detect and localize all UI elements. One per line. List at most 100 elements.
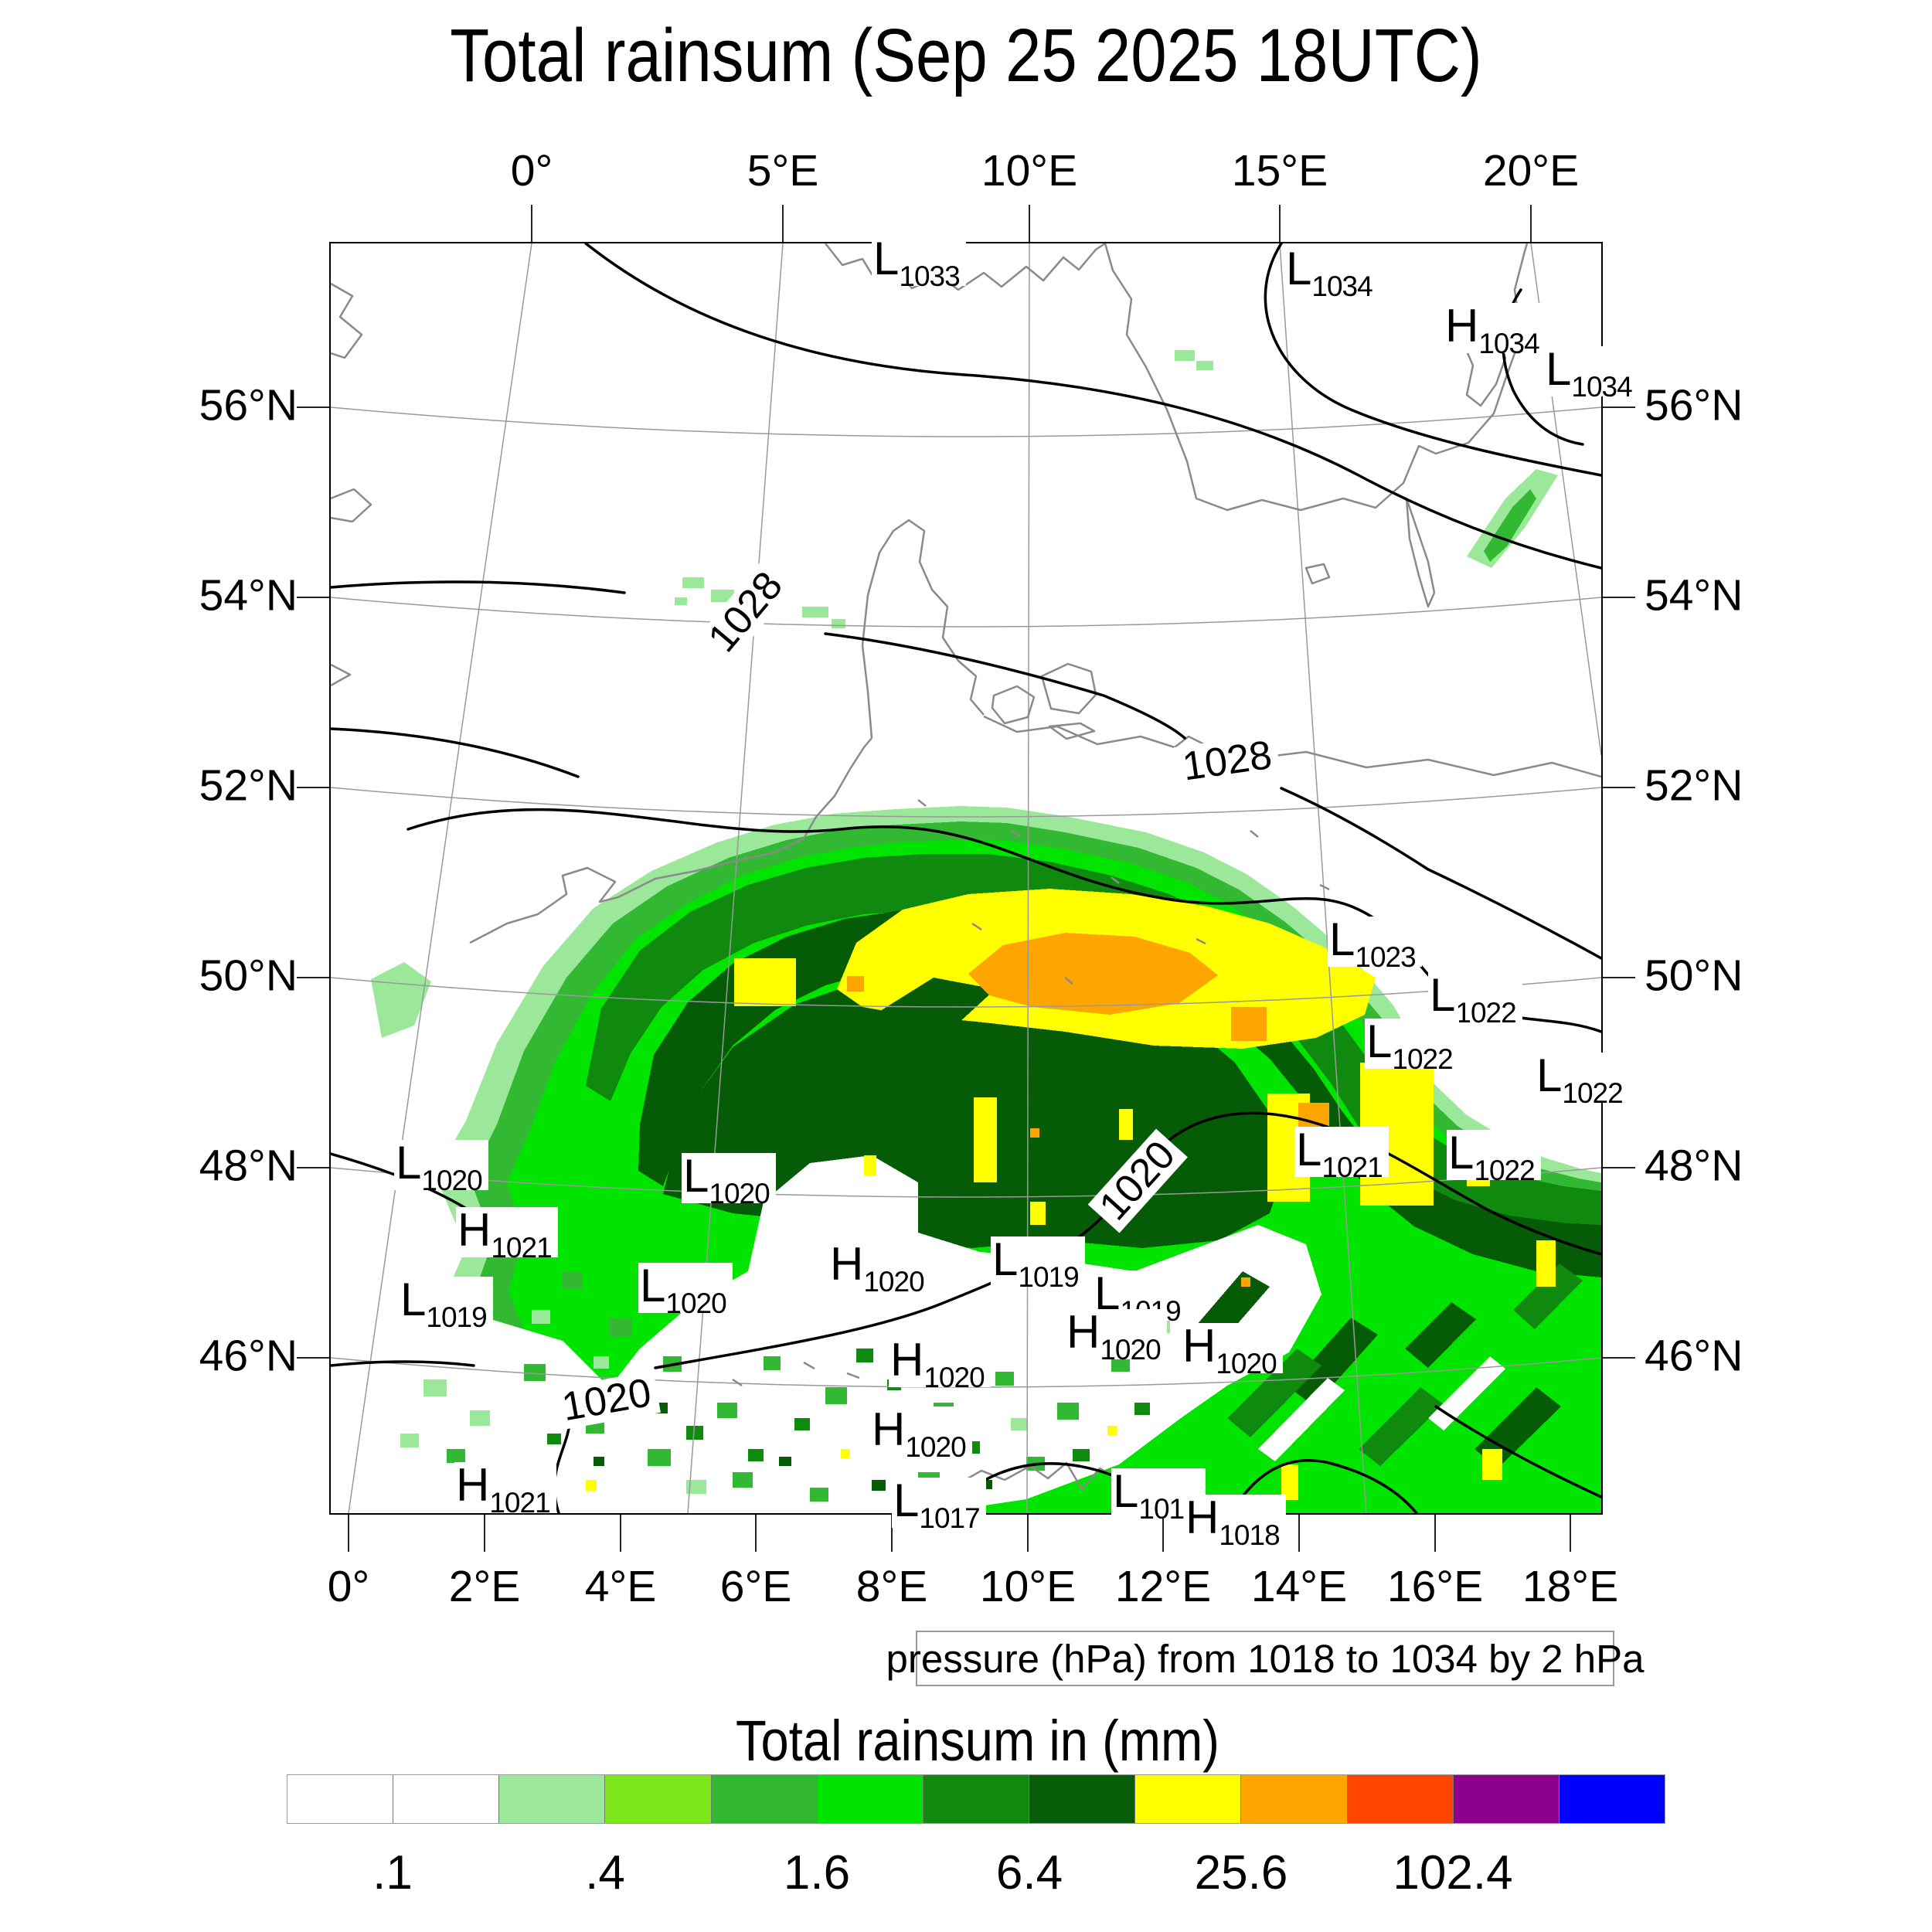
pressure-letter: L: [992, 1233, 1019, 1285]
pressure-value: 1020: [709, 1178, 770, 1209]
tick-mark: [297, 787, 329, 788]
pressure-letter: H: [1066, 1306, 1100, 1358]
colorbar-cell: [923, 1775, 1030, 1823]
lon-tick-label: 14°E: [1250, 1562, 1348, 1611]
pressure-value: 1019: [1018, 1261, 1079, 1293]
legend-title: Total rainsum in (mm): [735, 1709, 1219, 1773]
pressure-letter: L: [1430, 969, 1456, 1021]
pressure-letter: L: [1448, 1127, 1475, 1179]
pressure-value: 1018: [1219, 1519, 1280, 1551]
colorbar-tick-label: 25.6: [1194, 1846, 1288, 1900]
colorbar-cell: [711, 1775, 818, 1823]
page-title: Total rainsum (Sep 25 2025 18UTC): [450, 13, 1482, 97]
lon-tick-label: 8°E: [855, 1562, 928, 1611]
pressure-value: 1021: [491, 1232, 552, 1264]
pressure-center-label: H1020: [1181, 1323, 1283, 1378]
tick-mark: [1603, 787, 1635, 788]
tick-mark: [1570, 1515, 1571, 1552]
tick-mark: [755, 1515, 757, 1552]
lon-tick-label: 10°E: [981, 146, 1078, 196]
pressure-letter: L: [396, 1137, 422, 1189]
lat-tick-label: 48°N: [199, 1141, 298, 1191]
colorbar-cell: [1559, 1775, 1665, 1823]
pressure-center-label: L1017: [892, 1478, 986, 1532]
pressure-center-label: L1020: [682, 1150, 776, 1208]
pressure-center-label: L1033: [872, 233, 966, 291]
pressure-value: 1034: [1311, 270, 1372, 302]
tick-mark: [484, 1515, 485, 1552]
pressure-value: 1022: [1474, 1155, 1535, 1186]
pressure-letter: L: [683, 1150, 709, 1202]
tick-mark: [1434, 1515, 1436, 1552]
pressure-letter: H: [1445, 300, 1479, 352]
pressure-value: 1021: [1321, 1151, 1383, 1183]
pressure-value: 1020: [863, 1266, 924, 1298]
lon-tick-label: 0°: [510, 146, 553, 196]
tick-mark: [1162, 1515, 1164, 1552]
colorbar-tick-label: 6.4: [995, 1846, 1063, 1900]
colorbar-cell: [499, 1775, 606, 1823]
pressure-center-label: H1020: [889, 1337, 991, 1392]
pressure-letter: L: [873, 233, 900, 284]
pressure-value: 1022: [1455, 997, 1516, 1029]
pressure-center-label: L1022: [1428, 969, 1522, 1027]
pressure-value: 1033: [899, 260, 960, 292]
lon-tick-label: 20°E: [1482, 146, 1580, 196]
tick-mark: [297, 977, 329, 978]
pressure-value: 1022: [1562, 1077, 1623, 1109]
lon-tick-label: 15°E: [1231, 146, 1328, 196]
tick-mark: [1603, 406, 1635, 408]
pressure-value: 1020: [1216, 1348, 1277, 1379]
tick-mark: [348, 1515, 349, 1552]
pressure-letter: L: [1546, 343, 1572, 395]
pressure-letter: H: [830, 1238, 864, 1290]
lon-tick-label: 6°E: [719, 1562, 792, 1611]
lon-tick-label: 16°E: [1386, 1562, 1484, 1611]
pressure-letter: L: [400, 1274, 427, 1325]
pressure-caption-text: pressure (hPa) from 1018 to 1034 by 2 hP…: [886, 1636, 1645, 1681]
pressure-center-label: L1022: [1365, 1019, 1459, 1073]
lat-tick-label: 50°N: [1645, 951, 1743, 1001]
tick-mark: [1603, 1167, 1635, 1168]
tick-mark: [531, 205, 532, 243]
pressure-value: 1020: [665, 1287, 726, 1319]
pressure-value: 1020: [923, 1362, 985, 1393]
tick-mark: [1279, 205, 1281, 243]
pressure-letter: L: [1329, 913, 1355, 965]
pressure-letter: L: [1286, 243, 1312, 294]
map-canvas: [331, 243, 1601, 1513]
tick-mark: [1603, 1357, 1635, 1359]
tick-mark: [1298, 1515, 1300, 1552]
colorbar-cell: [287, 1775, 394, 1823]
colorbar-cell: [393, 1775, 500, 1823]
lon-tick-label: 5°E: [747, 146, 819, 196]
pressure-value: 1022: [1392, 1043, 1453, 1075]
lat-tick-label: 52°N: [199, 760, 298, 811]
colorbar-cell: [605, 1775, 712, 1823]
lon-tick-label: 18°E: [1522, 1562, 1619, 1611]
tick-mark: [297, 406, 329, 408]
tick-mark: [1603, 977, 1635, 978]
colorbar-cell: [1241, 1775, 1348, 1823]
pressure-center-label: L1019: [399, 1274, 493, 1332]
pressure-center-label: L1020: [394, 1137, 488, 1195]
pressure-value: 1020: [421, 1165, 482, 1196]
tick-mark: [782, 205, 784, 243]
lat-tick-label: 54°N: [199, 570, 298, 621]
pressure-letter: L: [640, 1260, 666, 1311]
pressure-letter: L: [1094, 1267, 1121, 1319]
tick-mark: [1029, 205, 1030, 243]
pressure-center-label: L1021: [1294, 1127, 1389, 1182]
tick-mark: [297, 1357, 329, 1359]
lat-tick-label: 46°N: [199, 1331, 298, 1381]
pressure-value: 1023: [1355, 941, 1416, 973]
colorbar-cell: [1135, 1775, 1242, 1823]
lat-tick-label: 52°N: [1645, 760, 1743, 811]
lon-tick-label: 4°E: [584, 1562, 657, 1611]
lon-tick-label: 10°E: [979, 1562, 1077, 1611]
colorbar-cell: [1029, 1775, 1136, 1823]
pressure-center-label: H1021: [456, 1207, 558, 1262]
pressure-letter: H: [1185, 1492, 1219, 1543]
lon-tick-label: 12°E: [1114, 1562, 1212, 1611]
